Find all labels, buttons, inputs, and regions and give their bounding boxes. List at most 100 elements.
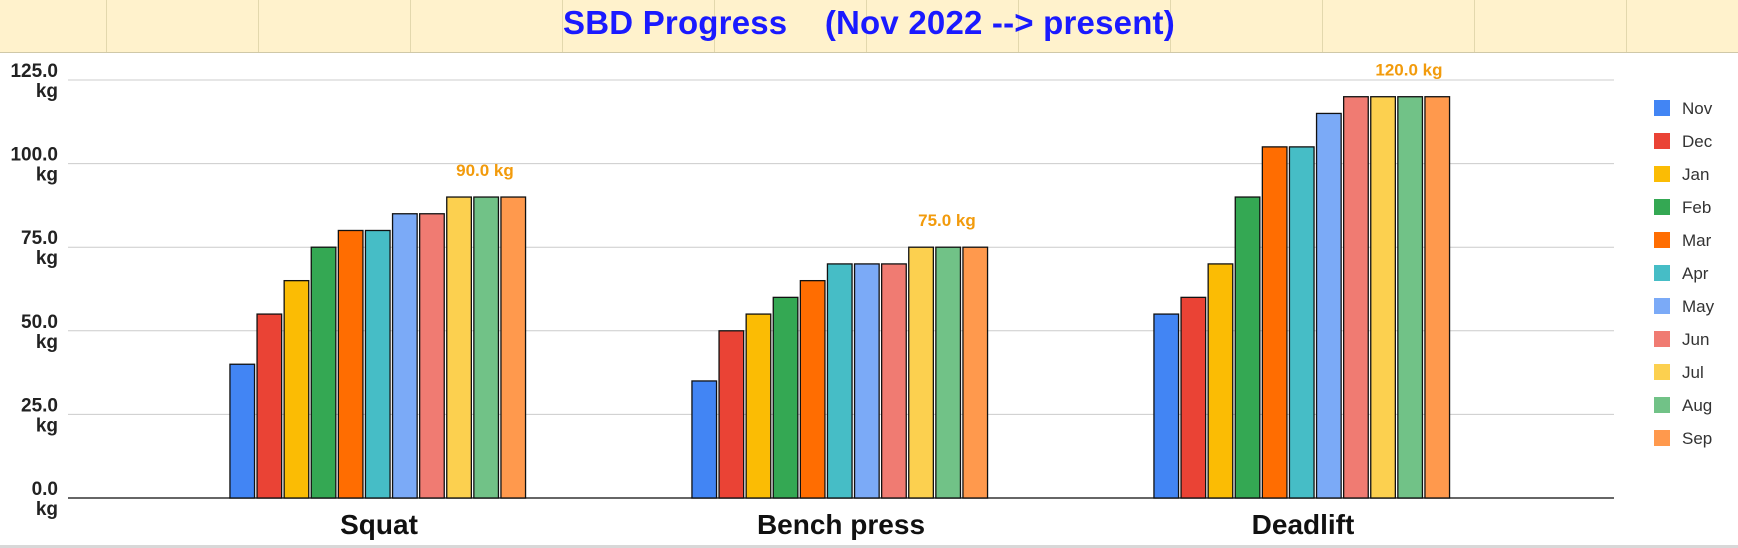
legend-item-feb[interactable]: Feb bbox=[1654, 198, 1711, 217]
bar-squat-dec[interactable] bbox=[256, 313, 283, 499]
data-label: 120.0 kg bbox=[1375, 61, 1442, 80]
bar-bench-press-mar[interactable] bbox=[799, 279, 826, 499]
bars[interactable] bbox=[229, 96, 1451, 499]
bar-squat-jun[interactable] bbox=[418, 213, 445, 499]
legend-label: Sep bbox=[1682, 429, 1712, 448]
bar-deadlift-dec[interactable] bbox=[1180, 296, 1207, 499]
bar-squat-aug[interactable] bbox=[473, 196, 500, 499]
bar-deadlift-jul[interactable] bbox=[1370, 96, 1397, 499]
bar-bench-press-jun[interactable] bbox=[881, 263, 907, 499]
bar-bench-press-apr[interactable] bbox=[826, 263, 853, 499]
legend-swatch bbox=[1654, 298, 1670, 314]
column-divider bbox=[562, 0, 563, 52]
bar-deadlift-may[interactable] bbox=[1315, 112, 1342, 499]
column-divider bbox=[258, 0, 259, 52]
legend-swatch bbox=[1654, 331, 1670, 347]
legend-swatch bbox=[1654, 265, 1670, 281]
legend-swatch bbox=[1654, 100, 1670, 116]
legend-item-aug[interactable]: Aug bbox=[1654, 396, 1712, 415]
bar-deadlift-apr[interactable] bbox=[1288, 146, 1315, 499]
legend-label: Nov bbox=[1682, 99, 1713, 118]
column-divider bbox=[410, 0, 411, 52]
y-tick-unit: kg bbox=[36, 499, 58, 520]
column-divider bbox=[714, 0, 715, 52]
data-label: 75.0 kg bbox=[918, 211, 976, 230]
legend-item-apr[interactable]: Apr bbox=[1654, 264, 1709, 283]
x-tick-label: Bench press bbox=[757, 509, 925, 540]
x-tick-label: Deadlift bbox=[1252, 509, 1355, 540]
bar-bench-press-jan[interactable] bbox=[745, 313, 772, 499]
y-tick-label: 50.0 bbox=[21, 312, 58, 333]
bar-squat-mar[interactable] bbox=[337, 229, 364, 499]
legend-item-jan[interactable]: Jan bbox=[1654, 165, 1709, 184]
column-divider bbox=[1322, 0, 1323, 52]
legend-item-sep[interactable]: Sep bbox=[1654, 429, 1712, 448]
bar-bench-press-dec[interactable] bbox=[718, 330, 745, 499]
legend-item-jun[interactable]: Jun bbox=[1654, 330, 1709, 349]
legend-label: Aug bbox=[1682, 396, 1712, 415]
x-tick-label: Squat bbox=[340, 509, 418, 540]
bar-deadlift-jan[interactable] bbox=[1207, 263, 1234, 499]
bar-squat-jul[interactable] bbox=[446, 196, 473, 499]
bar-deadlift-sep[interactable] bbox=[1424, 96, 1451, 499]
bar-deadlift-mar[interactable] bbox=[1261, 146, 1288, 499]
x-axis-ticks: Squat Bench press Deadlift bbox=[340, 509, 1354, 540]
y-tick-unit: kg bbox=[36, 248, 58, 269]
y-tick-unit: kg bbox=[36, 332, 58, 353]
bar-bench-press-aug[interactable] bbox=[935, 246, 962, 499]
column-divider bbox=[1626, 0, 1627, 52]
bar-squat-sep[interactable] bbox=[500, 196, 527, 499]
legend-item-mar[interactable]: Mar bbox=[1654, 231, 1712, 250]
y-tick-unit: kg bbox=[36, 165, 58, 186]
legend-item-may[interactable]: May bbox=[1654, 297, 1715, 316]
legend-label: Apr bbox=[1682, 264, 1709, 283]
bar-squat-apr[interactable] bbox=[364, 229, 391, 499]
y-tick-unit: kg bbox=[36, 415, 58, 436]
legend-item-jul[interactable]: Jul bbox=[1654, 363, 1704, 382]
bar-bench-press-feb[interactable] bbox=[772, 296, 799, 499]
legend-swatch bbox=[1654, 199, 1670, 215]
legend-swatch bbox=[1654, 166, 1670, 182]
column-divider bbox=[1474, 0, 1475, 52]
legend-label: Mar bbox=[1682, 231, 1712, 250]
legend-label: Jan bbox=[1682, 165, 1709, 184]
y-tick-unit: kg bbox=[36, 81, 58, 102]
sheet-header-row: SBD Progress (Nov 2022 --> present) bbox=[0, 0, 1738, 53]
legend-swatch bbox=[1654, 364, 1670, 380]
bar-squat-jan[interactable] bbox=[283, 279, 310, 499]
chart-title: SBD Progress (Nov 2022 --> present) bbox=[563, 4, 1175, 41]
legend-swatch bbox=[1654, 397, 1670, 413]
y-tick-label: 75.0 bbox=[21, 228, 58, 249]
legend-item-nov[interactable]: Nov bbox=[1654, 99, 1713, 118]
legend-item-dec[interactable]: Dec bbox=[1654, 132, 1713, 151]
legend-label: May bbox=[1682, 297, 1715, 316]
legend-swatch bbox=[1654, 232, 1670, 248]
bar-deadlift-nov[interactable] bbox=[1153, 313, 1180, 499]
y-tick-label: 100.0 bbox=[10, 145, 58, 166]
bar-bench-press-sep[interactable] bbox=[962, 246, 989, 499]
bar-squat-may[interactable] bbox=[391, 213, 418, 499]
column-divider bbox=[1170, 0, 1171, 52]
bar-bench-press-nov[interactable] bbox=[691, 380, 718, 499]
data-annotations: 90.0 kg 75.0 kg 120.0 kg bbox=[456, 61, 1442, 230]
legend-swatch bbox=[1654, 430, 1670, 446]
column-divider bbox=[1018, 0, 1019, 52]
bar-deadlift-jun[interactable] bbox=[1343, 96, 1369, 499]
legend[interactable]: Nov Dec Jan Feb Mar Apr May Jun Jul Aug Sep bbox=[1654, 99, 1715, 448]
bar-squat-feb[interactable] bbox=[310, 246, 337, 499]
bar-bench-press-jul[interactable] bbox=[908, 246, 935, 499]
y-tick-label: 125.0 bbox=[10, 61, 58, 82]
legend-label: Jun bbox=[1682, 330, 1709, 349]
bar-squat-nov[interactable] bbox=[229, 363, 256, 499]
column-divider bbox=[106, 0, 107, 52]
legend-swatch bbox=[1654, 133, 1670, 149]
bar-bench-press-may[interactable] bbox=[853, 263, 880, 499]
y-tick-label: 0.0 bbox=[32, 479, 58, 500]
bar-deadlift-aug[interactable] bbox=[1397, 96, 1424, 499]
bar-deadlift-feb[interactable] bbox=[1234, 196, 1261, 499]
y-tick-label: 25.0 bbox=[21, 395, 58, 416]
legend-label: Jul bbox=[1682, 363, 1704, 382]
sheet-bottom-border bbox=[0, 545, 1738, 548]
